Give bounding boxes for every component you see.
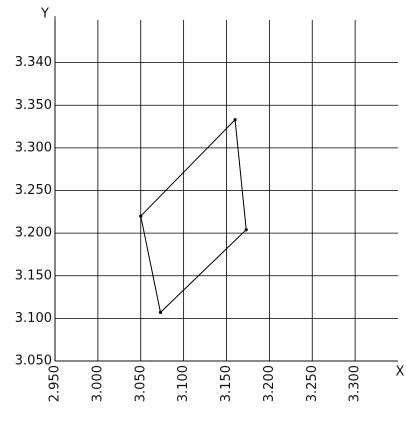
x-axis-label: X — [396, 365, 405, 380]
y-tick-label: 3.100 — [15, 311, 52, 326]
x-tick-label: 3.050 — [133, 365, 148, 402]
outline — [140, 118, 247, 314]
x-tick-label: 3.200 — [262, 365, 277, 402]
x-tick-label: 3.150 — [219, 365, 234, 402]
x-tick-label: 3.100 — [176, 365, 191, 402]
y-tick-label: 3.050 — [15, 354, 52, 369]
point — [139, 214, 143, 218]
y-tick-label: 3.300 — [15, 140, 52, 155]
x-tick-label: 3.300 — [348, 365, 363, 402]
y-tick-label: 3.150 — [15, 268, 52, 283]
y-tick-label: 3.350 — [15, 98, 52, 113]
x-tick-label: 3.000 — [90, 365, 105, 402]
y-tick-label: 3.340 — [15, 55, 52, 70]
point — [233, 118, 237, 122]
x-tick-label: 3.250 — [305, 365, 320, 402]
x-tick-label: 2.950 — [48, 365, 63, 402]
y-axis-label: Y — [40, 7, 49, 22]
point — [158, 310, 163, 315]
point — [244, 228, 248, 232]
y-tick-label: 3.200 — [15, 226, 52, 241]
y-tick-label: 3.250 — [15, 183, 52, 198]
